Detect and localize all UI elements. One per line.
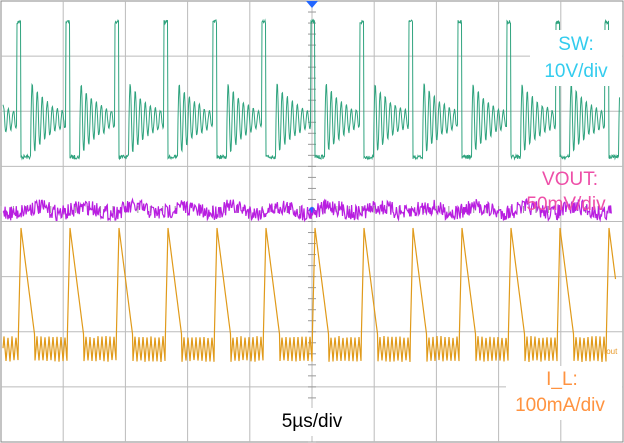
- label-bg: [270, 408, 354, 436]
- timebase: 5µs/div: [282, 411, 343, 432]
- label-bg: [506, 366, 622, 420]
- sw-label: SW:: [558, 34, 594, 55]
- trigger-marker: [306, 1, 318, 8]
- iout-tag: Iout: [604, 347, 618, 356]
- label-bg: [530, 30, 622, 86]
- vout-trace: [2, 197, 612, 223]
- il-trace: [2, 227, 617, 363]
- sw-scale: 10V/div: [544, 61, 608, 82]
- il-scale: 100mA/div: [515, 395, 605, 416]
- vout-label: VOUT:: [542, 169, 598, 190]
- il-label: I_L:: [546, 369, 578, 390]
- vout-scale: 50mV/div: [526, 194, 606, 215]
- waveforms: [2, 18, 620, 363]
- sw-trace: [2, 18, 620, 161]
